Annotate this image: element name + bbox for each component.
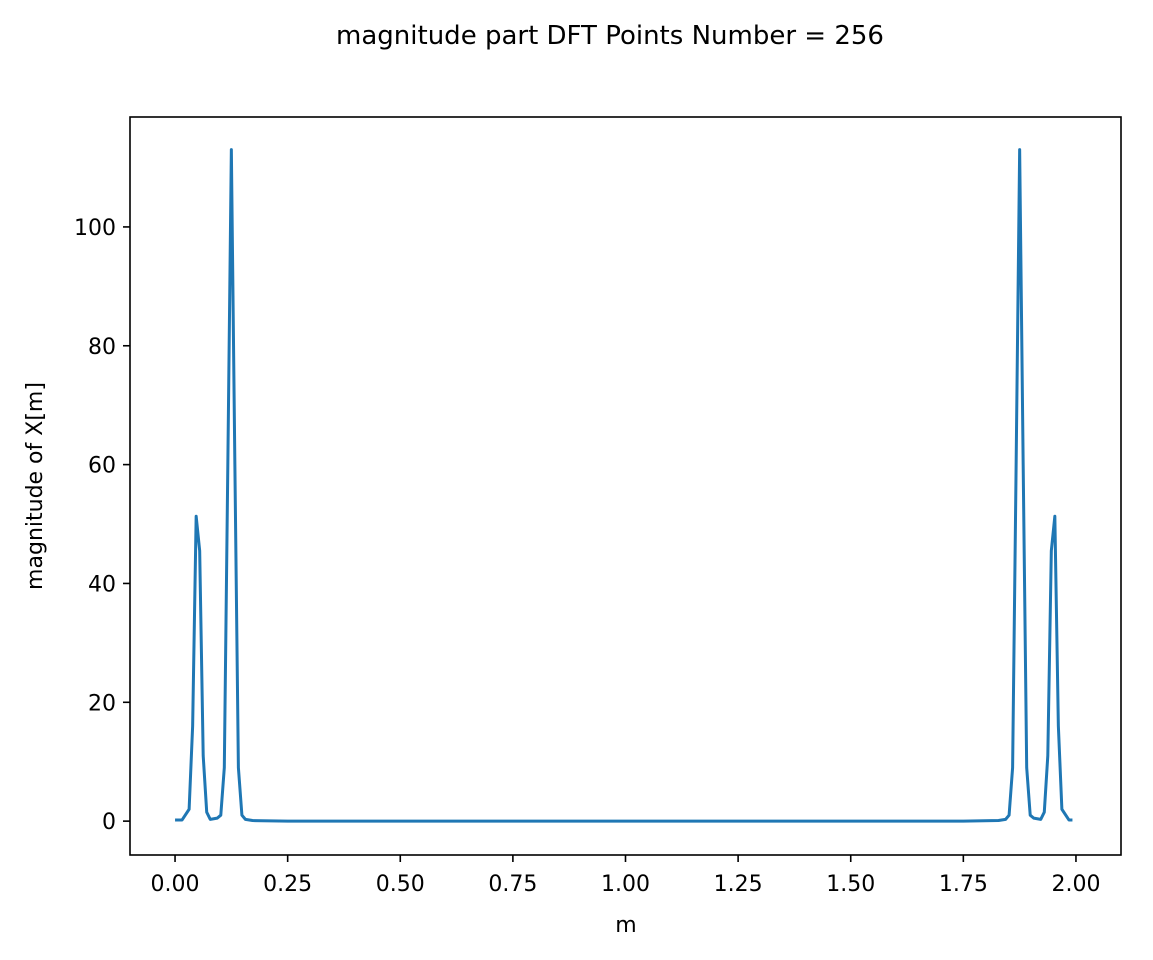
y-axis: 0 20 40 60 80 100: [74, 216, 130, 835]
y-tick-label: 60: [88, 454, 116, 479]
x-tick-label: 0.00: [151, 872, 200, 897]
series-line: [175, 148, 1073, 823]
plot-area: [175, 148, 1073, 823]
x-tick-label: 0.25: [263, 872, 312, 897]
x-tick-label: 1.75: [939, 872, 988, 897]
y-tick-label: 80: [88, 335, 116, 360]
x-tick-label: 1.50: [826, 872, 875, 897]
x-axis: 0.00 0.25 0.50 0.75 1.00 1.25 1.50 1.75 2.00: [151, 855, 1100, 897]
x-tick-label: 2.00: [1051, 872, 1100, 897]
y-axis-label: magnitude of X[m]: [23, 382, 48, 590]
x-axis-label: m: [615, 913, 636, 938]
y-tick-label: 20: [88, 691, 116, 716]
y-tick-label: 40: [88, 572, 116, 597]
x-tick-label: 1.25: [714, 872, 763, 897]
y-tick-label: 100: [74, 216, 116, 241]
x-tick-label: 0.75: [488, 872, 537, 897]
chart-title: magnitude part DFT Points Number = 256: [336, 21, 884, 51]
x-tick-label: 1.00: [601, 872, 650, 897]
y-tick-label: 0: [102, 810, 116, 835]
x-tick-label: 0.50: [376, 872, 425, 897]
